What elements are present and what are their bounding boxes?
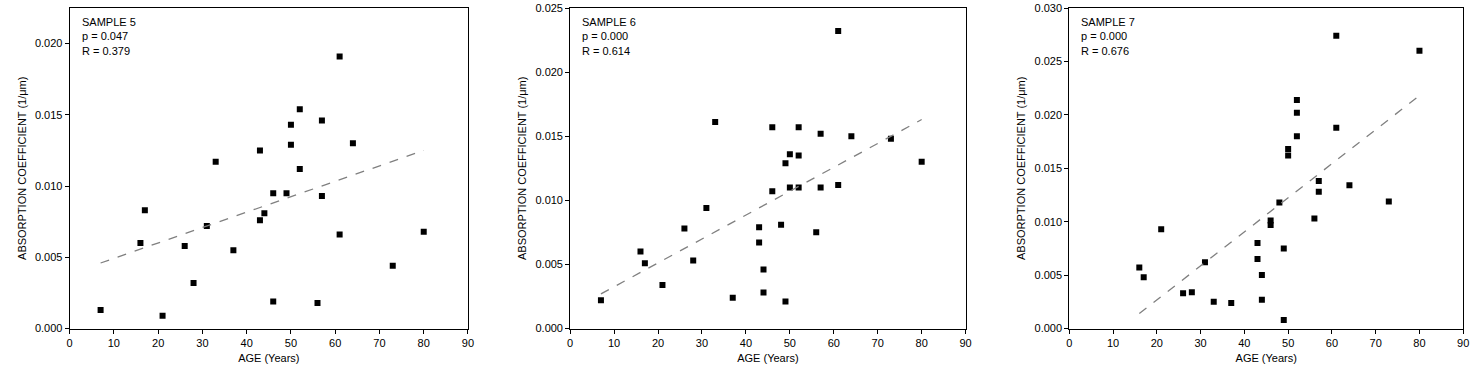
svg-text:10: 10: [108, 337, 120, 349]
svg-text:0.030: 0.030: [1035, 2, 1063, 14]
svg-text:60: 60: [828, 337, 840, 349]
svg-text:0.005: 0.005: [535, 258, 563, 270]
svg-text:40: 40: [1238, 337, 1250, 349]
svg-text:20: 20: [152, 337, 164, 349]
svg-text:0.005: 0.005: [35, 251, 63, 263]
svg-text:SAMPLE 5p = 0.047R = 0.379: SAMPLE 5p = 0.047R = 0.379: [82, 16, 136, 57]
svg-text:60: 60: [329, 337, 341, 349]
svg-text:SAMPLE 6p = 0.000R = 0.614: SAMPLE 6p = 0.000R = 0.614: [582, 16, 636, 57]
svg-text:80: 80: [1413, 337, 1425, 349]
svg-text:0.015: 0.015: [535, 130, 563, 142]
svg-text:AGE (Years): AGE (Years): [737, 352, 798, 364]
svg-text:60: 60: [1326, 337, 1338, 349]
svg-text:10: 10: [1107, 337, 1119, 349]
svg-text:AGE (Years): AGE (Years): [1236, 352, 1297, 364]
svg-text:50: 50: [784, 337, 796, 349]
svg-text:90: 90: [959, 337, 971, 349]
svg-text:0.000: 0.000: [535, 322, 563, 334]
svg-text:ABSORPTION COEFFICIENT (1/μm): ABSORPTION COEFFICIENT (1/μm): [1015, 77, 1027, 260]
svg-text:70: 70: [872, 337, 884, 349]
svg-text:30: 30: [696, 337, 708, 349]
svg-text:0.015: 0.015: [1035, 162, 1063, 174]
svg-text:20: 20: [1151, 337, 1163, 349]
svg-text:0.025: 0.025: [1035, 55, 1063, 67]
svg-text:0: 0: [67, 337, 73, 349]
svg-text:ABSORPTION COEFFICIENT (1/μm): ABSORPTION COEFFICIENT (1/μm): [16, 77, 28, 260]
svg-text:0.020: 0.020: [1035, 109, 1063, 121]
svg-text:0.015: 0.015: [35, 109, 63, 121]
svg-text:90: 90: [1457, 337, 1469, 349]
svg-text:0.010: 0.010: [1035, 216, 1063, 228]
svg-text:0.020: 0.020: [535, 66, 563, 78]
svg-text:0.025: 0.025: [535, 2, 563, 14]
svg-text:70: 70: [373, 337, 385, 349]
svg-text:0.000: 0.000: [1035, 322, 1063, 334]
svg-text:ABSORPTION COEFFICIENT (1/μm): ABSORPTION COEFFICIENT (1/μm): [516, 77, 528, 260]
svg-text:40: 40: [740, 337, 752, 349]
svg-text:80: 80: [418, 337, 430, 349]
svg-text:SAMPLE 7p = 0.000R = 0.676: SAMPLE 7p = 0.000R = 0.676: [1081, 16, 1135, 57]
svg-text:AGE (Years): AGE (Years): [238, 352, 299, 364]
svg-text:0.020: 0.020: [35, 37, 63, 49]
svg-text:50: 50: [1282, 337, 1294, 349]
svg-text:70: 70: [1370, 337, 1382, 349]
svg-text:30: 30: [1194, 337, 1206, 349]
svg-text:0: 0: [567, 337, 573, 349]
svg-text:0.005: 0.005: [1035, 269, 1063, 281]
svg-text:0.000: 0.000: [35, 322, 63, 334]
svg-text:0.010: 0.010: [35, 180, 63, 192]
svg-text:80: 80: [916, 337, 928, 349]
svg-text:0.010: 0.010: [535, 194, 563, 206]
svg-text:40: 40: [241, 337, 253, 349]
svg-text:90: 90: [462, 337, 474, 349]
svg-text:50: 50: [285, 337, 297, 349]
svg-text:10: 10: [608, 337, 620, 349]
svg-text:30: 30: [196, 337, 208, 349]
svg-text:0: 0: [1066, 337, 1072, 349]
svg-text:20: 20: [652, 337, 664, 349]
